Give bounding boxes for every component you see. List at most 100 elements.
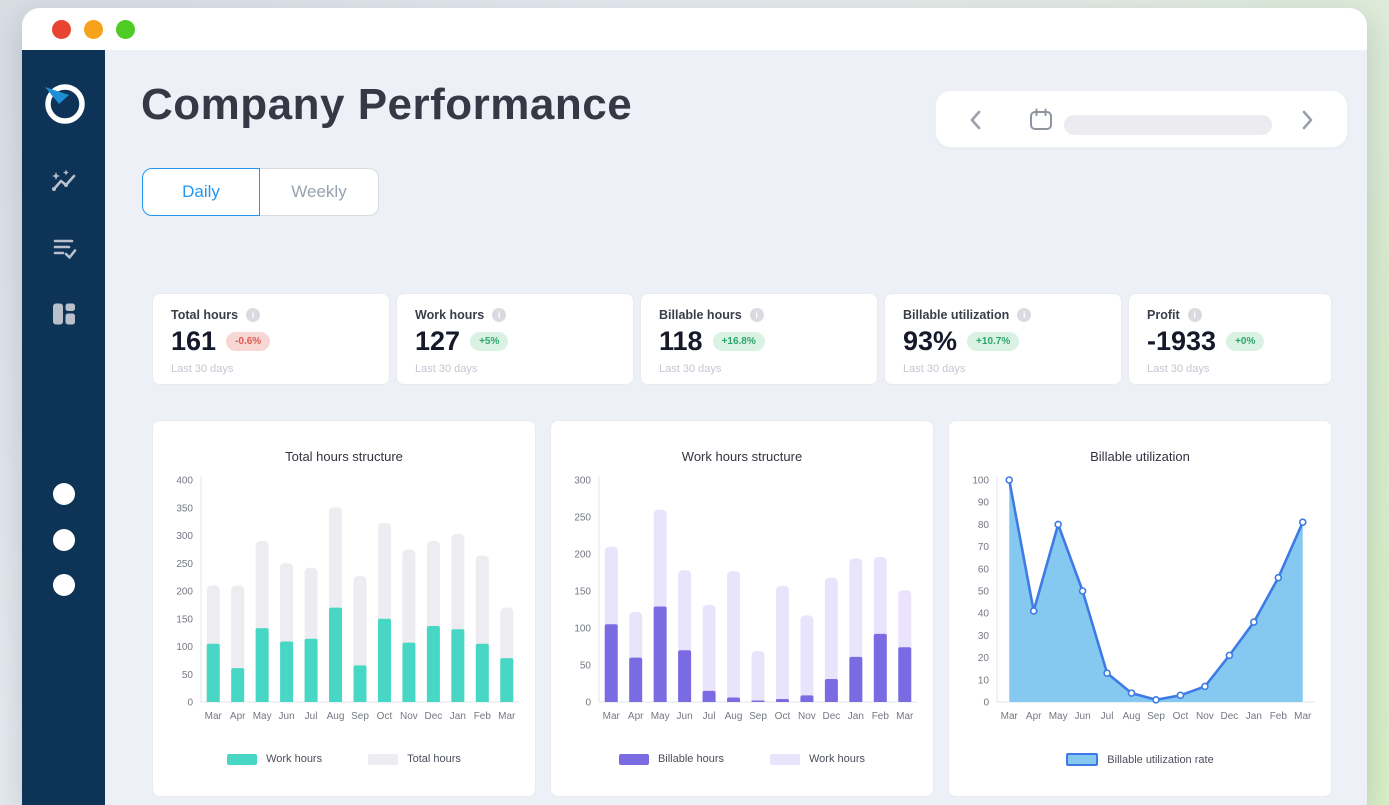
kpi-value: 118	[659, 326, 703, 356]
legend-swatch	[618, 753, 649, 765]
insights-icon	[51, 169, 75, 191]
chart-legend: Work hours Total hours	[153, 753, 535, 765]
chart-legend: Billable hours Work hours	[551, 753, 933, 765]
avatar-dot	[52, 483, 75, 505]
svg-text:250: 250	[574, 513, 591, 524]
svg-text:Dec: Dec	[822, 711, 840, 722]
info-icon[interactable]: i	[1187, 308, 1202, 322]
svg-text:100: 100	[972, 476, 989, 487]
svg-text:Mar: Mar	[1001, 711, 1019, 722]
sidebar-item-tasks[interactable]	[22, 234, 105, 262]
kpi-value: 161	[171, 326, 217, 356]
svg-text:Feb: Feb	[872, 711, 890, 722]
svg-text:150: 150	[574, 587, 591, 598]
dashboard-layout-icon	[52, 303, 75, 325]
svg-text:90: 90	[978, 498, 990, 509]
svg-text:Sep: Sep	[351, 711, 369, 722]
kpi-label: Billable utilization	[903, 308, 1010, 322]
zoom-window-button[interactable]	[116, 19, 135, 39]
date-range-skeleton[interactable]	[1064, 115, 1272, 135]
kpi-card: Work hours i 127 +5% Last 30 days	[396, 293, 634, 385]
period-tabs: Daily Weekly	[142, 168, 379, 216]
app-logo[interactable]	[22, 80, 105, 126]
kpi-label: Billable hours	[659, 308, 742, 322]
svg-text:50: 50	[978, 587, 990, 598]
kpi-period: Last 30 days	[659, 363, 722, 375]
svg-text:Apr: Apr	[628, 711, 644, 722]
svg-text:0: 0	[983, 698, 989, 709]
calendar-icon[interactable]	[1028, 107, 1054, 133]
info-icon[interactable]: i	[492, 308, 507, 322]
svg-text:50: 50	[580, 661, 592, 672]
chevron-right-icon[interactable]	[1295, 108, 1319, 132]
kpi-card: Billable utilization i 93% +10.7% Last 3…	[884, 293, 1122, 385]
bar-chart-canvas: 0 50 100 150 200 250 300 350 400 Mar Apr May Jun Jul A…	[176, 476, 519, 722]
tab-weekly[interactable]: Weekly	[260, 168, 379, 216]
svg-text:Oct: Oct	[1173, 711, 1189, 722]
legend-item[interactable]: Total hours	[368, 753, 461, 765]
minimize-window-button[interactable]	[84, 19, 103, 39]
info-icon[interactable]: i	[1017, 308, 1032, 322]
window-titlebar	[22, 8, 1367, 50]
legend-item[interactable]: Work hours	[227, 753, 322, 765]
kpi-label: Total hours	[171, 308, 239, 322]
kpi-delta-badge: -0.6%	[226, 332, 271, 351]
svg-text:Aug: Aug	[725, 711, 743, 722]
legend-item[interactable]: Work hours	[770, 753, 865, 765]
kpi-delta-badge: +16.8%	[712, 332, 765, 351]
legend-label: Work hours	[809, 753, 866, 765]
legend-swatch	[368, 753, 399, 765]
svg-text:300: 300	[574, 476, 591, 487]
svg-text:Sep: Sep	[749, 711, 767, 722]
svg-text:Nov: Nov	[400, 711, 418, 722]
main-content: Company Performance Daily Weekly	[105, 50, 1367, 805]
svg-text:Mar: Mar	[498, 711, 516, 722]
info-icon[interactable]: i	[749, 308, 764, 322]
sidebar-avatar-3[interactable]	[22, 574, 105, 596]
kpi-value: 93%	[903, 326, 958, 356]
sidebar-item-dashboard[interactable]	[22, 300, 105, 328]
legend-item[interactable]: Billable utilization rate	[1066, 753, 1214, 766]
kpi-delta-badge: +10.7%	[967, 332, 1020, 351]
svg-text:150: 150	[176, 614, 193, 625]
area-chart-canvas: 0 10 20 30 40 50 60 70 80 90 100 Mar Apr May Jun Jul Aug…	[972, 476, 1315, 722]
svg-text:30: 30	[978, 631, 990, 642]
svg-text:Mar: Mar	[1294, 711, 1312, 722]
svg-text:Mar: Mar	[205, 711, 223, 722]
tab-daily[interactable]: Daily	[142, 168, 260, 216]
page-title: Company Performance	[141, 80, 633, 129]
sidebar-avatar-2[interactable]	[22, 529, 105, 551]
sidebar-item-insights[interactable]	[22, 168, 105, 196]
svg-text:20: 20	[978, 653, 990, 664]
svg-text:May: May	[1049, 711, 1068, 722]
close-window-button[interactable]	[52, 19, 71, 39]
work-hours-structure-chart: Work hours structure 0 50 100 150 200 250 300 M…	[550, 420, 934, 797]
svg-text:Sep: Sep	[1147, 711, 1165, 722]
svg-text:Jul: Jul	[305, 711, 318, 722]
kpi-card: Total hours i 161 -0.6% Last 30 days	[152, 293, 390, 385]
kpi-period: Last 30 days	[171, 363, 234, 375]
charts-row: Total hours structure 0 50 100 150 200 250 300…	[152, 420, 1332, 797]
timer-logo-icon	[44, 84, 85, 124]
svg-text:Jan: Jan	[1246, 711, 1262, 722]
svg-text:Dec: Dec	[424, 711, 442, 722]
chevron-left-icon[interactable]	[964, 108, 988, 132]
svg-text:Nov: Nov	[798, 711, 816, 722]
legend-swatch	[227, 753, 258, 765]
svg-text:Nov: Nov	[1196, 711, 1214, 722]
svg-text:60: 60	[978, 564, 990, 575]
chart-title: Billable utilization	[1090, 449, 1190, 464]
svg-text:Oct: Oct	[377, 711, 393, 722]
svg-text:Aug: Aug	[1123, 711, 1141, 722]
info-icon[interactable]: i	[246, 308, 261, 322]
svg-text:250: 250	[176, 559, 193, 570]
svg-text:0: 0	[187, 698, 193, 709]
svg-text:Jul: Jul	[703, 711, 716, 722]
kpi-delta-badge: +5%	[470, 332, 509, 351]
svg-text:300: 300	[176, 531, 193, 542]
kpi-label: Work hours	[415, 308, 485, 322]
chart-legend: Billable utilization rate	[949, 753, 1331, 766]
legend-item[interactable]: Billable hours	[618, 753, 724, 765]
sidebar-avatar-1[interactable]	[22, 483, 105, 505]
kpi-card: Profit i -1933 +0% Last 30 days	[1128, 293, 1332, 385]
